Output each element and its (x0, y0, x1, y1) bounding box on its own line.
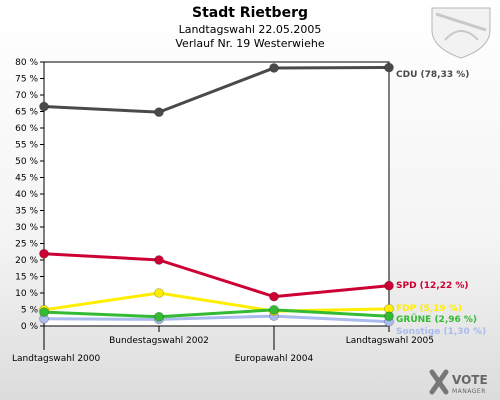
logo-text: VOTE (452, 373, 488, 387)
data-point (384, 280, 394, 291)
plot-area (43, 61, 390, 327)
series-end-label: Sonstige (1,30 %) (396, 327, 486, 337)
x-tick-label: Landtagswahl 2005 (346, 336, 434, 346)
x-axis: Landtagswahl 2000 Bundestagswahl 2002 Euro… (12, 326, 434, 364)
y-tick-label: 30 % (15, 223, 38, 233)
series-end-label: SPD (12,22 %) (396, 281, 469, 291)
x-tick-label: Bundestagswahl 2002 (109, 336, 209, 346)
y-tick-label: 10 % (15, 289, 38, 299)
series-line-cdu (43, 66, 390, 114)
series-end-label: CDU (78,33 %) (396, 70, 469, 80)
y-tick-label: 80 % (15, 58, 38, 68)
data-point (154, 288, 164, 298)
logo-subtext: MANAGER (452, 388, 486, 395)
data-point (39, 248, 49, 259)
chart-title: Stadt Rietberg (192, 5, 308, 21)
y-tick-label: 55 % (15, 141, 38, 151)
coat-of-arms-icon (431, 7, 491, 59)
x-tick-label: Europawahl 2004 (235, 354, 314, 364)
series-end-label: FDP (5,19 %) (396, 304, 462, 314)
y-tick-label: 70 % (15, 91, 38, 101)
series-line-sonstige (43, 314, 390, 324)
data-point (154, 255, 164, 265)
data-point (154, 107, 164, 118)
data-point (384, 62, 394, 73)
y-tick-label: 75 % (15, 75, 38, 85)
y-tick-label: 15 % (15, 273, 38, 283)
series-line-spd (43, 252, 390, 299)
data-point (269, 63, 279, 73)
x-tick-label: Landtagswahl 2000 (12, 354, 101, 364)
data-point (269, 304, 279, 315)
series-layer (39, 62, 394, 327)
y-tick-label: 5 % (21, 306, 39, 316)
y-axis: 0 % 5 % 10 % 15 % 20 % 25 % 30 % 35 % 40 % 45 % 50… (15, 58, 44, 332)
data-point (154, 311, 164, 322)
data-point (39, 307, 49, 318)
data-point (269, 291, 279, 302)
data-point (384, 311, 394, 322)
y-tick-label: 65 % (15, 108, 38, 118)
y-tick-label: 45 % (15, 174, 38, 184)
chart-subtitle-2: Verlauf Nr. 19 Westerwiehe (175, 37, 324, 50)
y-tick-label: 60 % (15, 124, 38, 134)
y-tick-label: 25 % (15, 240, 38, 250)
y-tick-label: 0 % (21, 322, 39, 332)
y-tick-label: 50 % (15, 157, 38, 167)
y-tick-label: 40 % (15, 190, 38, 200)
series-end-label: GRÜNE (2,96 %) (396, 314, 477, 325)
vote-manager-logo: VOTE MANAGER (429, 369, 488, 395)
chart-subtitle: Landtagswahl 22.05.2005 (179, 23, 322, 36)
series-line-grüne (43, 308, 390, 319)
end-labels: CDU (78,33 %) SPD (12,22 %) FDP (5,19 %)GR… (396, 70, 486, 337)
y-tick-label: 20 % (15, 256, 38, 266)
y-tick-label: 35 % (15, 207, 38, 217)
data-point (39, 101, 49, 112)
series-line-fdp (43, 291, 390, 313)
